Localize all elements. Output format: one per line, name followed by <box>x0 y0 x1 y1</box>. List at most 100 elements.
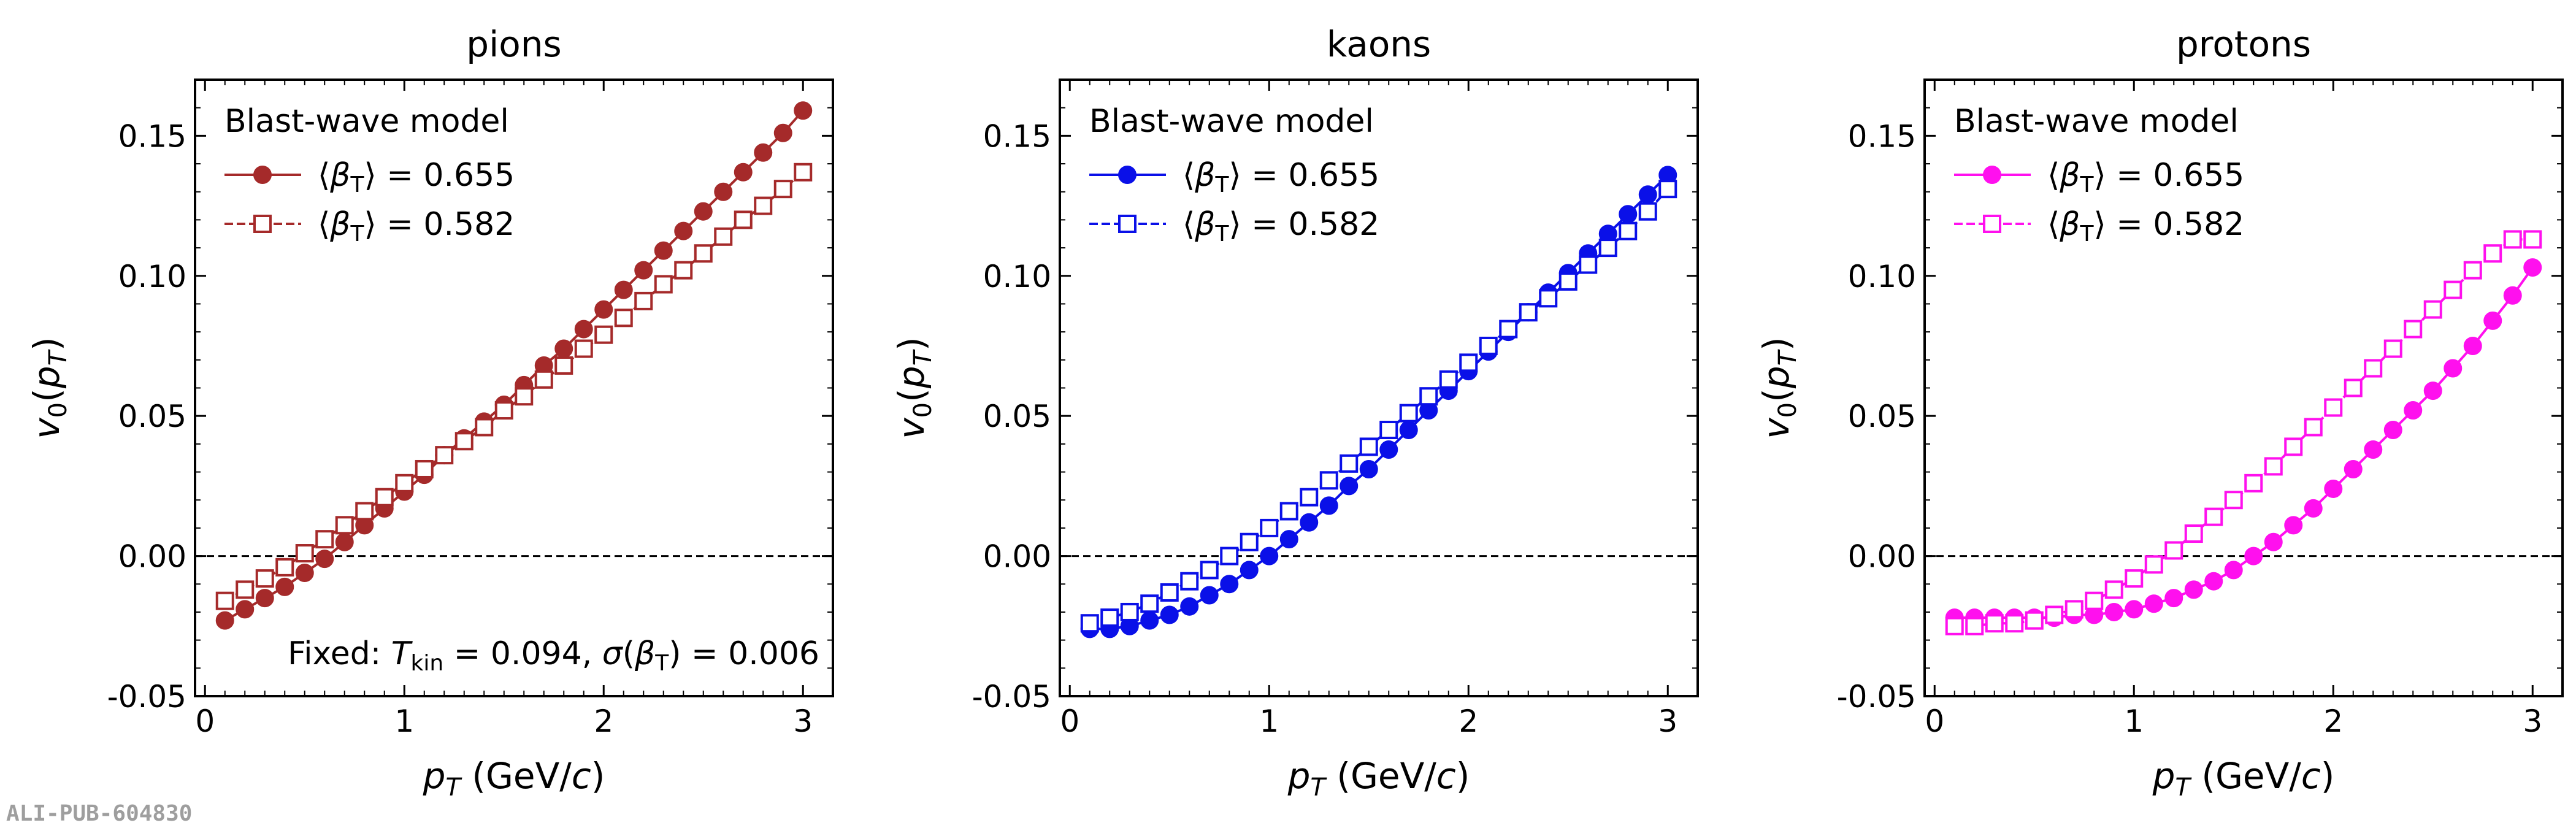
data-point <box>2104 602 2123 621</box>
data-point <box>2404 401 2423 420</box>
data-point <box>654 275 673 294</box>
data-point <box>2503 230 2522 249</box>
y-tick-label: 0.15 <box>983 118 1051 154</box>
data-point <box>1619 205 1638 224</box>
data-point <box>1985 614 2004 633</box>
legend-label: ⟨βT⟩ = 0.582 <box>1183 206 1379 247</box>
series-beta-0582 <box>215 163 813 610</box>
data-point <box>794 101 813 120</box>
data-point <box>773 180 792 199</box>
data-point <box>2264 457 2283 476</box>
data-point <box>2523 230 2542 249</box>
y-axis-label: v0(pT) <box>1755 337 1802 439</box>
data-point <box>594 300 613 319</box>
y-tick-label: 0.05 <box>118 399 186 434</box>
y-tick-label: 0.05 <box>983 399 1051 434</box>
y-tick-label: -0.05 <box>972 679 1051 715</box>
data-point <box>2383 421 2402 440</box>
legend-label: ⟨βT⟩ = 0.655 <box>318 157 515 197</box>
data-point <box>236 580 255 599</box>
data-point <box>1479 336 1498 355</box>
x-tick-label: 0 <box>1925 703 1944 739</box>
data-point <box>614 280 633 299</box>
series-beta-0582 <box>1080 180 1677 633</box>
y-tick-label: -0.05 <box>1837 679 1916 715</box>
data-point <box>1300 488 1319 507</box>
data-point <box>1598 239 1617 258</box>
chart-title: kaons <box>1327 23 1432 65</box>
data-point <box>2085 591 2104 610</box>
data-point <box>754 196 773 215</box>
chart-title: protons <box>2176 23 2311 65</box>
legend-marker <box>1118 166 1137 184</box>
data-point <box>2444 359 2463 378</box>
x-tick-label: 1 <box>1259 703 1279 739</box>
data-point <box>1200 561 1219 580</box>
data-point <box>1240 532 1259 551</box>
y-tick-label: 0.10 <box>1848 259 1916 294</box>
data-point <box>335 516 354 535</box>
data-point <box>2005 614 2024 633</box>
data-point <box>2184 524 2203 543</box>
x-tick-label: 0 <box>1060 703 1079 739</box>
x-tick-label: 2 <box>594 703 613 739</box>
data-point <box>1160 605 1179 624</box>
data-point <box>2184 580 2203 599</box>
legend-entry: ⟨βT⟩ = 0.582 <box>224 206 515 247</box>
data-point <box>574 339 593 358</box>
x-tick-label: 1 <box>2124 703 2144 739</box>
data-point <box>475 418 494 437</box>
data-point <box>215 611 234 630</box>
data-point <box>2324 398 2343 417</box>
data-point <box>694 244 713 263</box>
data-point <box>1220 546 1239 565</box>
y-tick-label: 0.00 <box>983 539 1051 575</box>
data-point <box>1419 387 1438 406</box>
data-point <box>1220 575 1239 594</box>
x-tick-label: 2 <box>2323 703 2343 739</box>
y-tick-label: 0.15 <box>1848 118 1916 154</box>
legend-label: ⟨βT⟩ = 0.655 <box>1183 157 1379 197</box>
data-point <box>2244 546 2263 565</box>
data-point <box>2383 339 2402 358</box>
data-point <box>1619 221 1638 240</box>
legend-marker <box>1118 215 1137 233</box>
data-point <box>714 227 733 246</box>
data-point <box>2224 491 2243 510</box>
data-point <box>2463 336 2482 355</box>
x-axis-label: pT (GeV/c) <box>2152 755 2335 802</box>
y-tick-label: 0.10 <box>983 259 1051 294</box>
data-point <box>1340 454 1359 473</box>
plot-frame <box>194 79 834 697</box>
x-axis-label: pT (GeV/c) <box>1287 755 1470 802</box>
data-point <box>634 291 653 310</box>
data-point <box>435 446 454 465</box>
data-point <box>654 241 673 260</box>
legend-title: Blast-wave model <box>224 103 509 140</box>
data-point <box>494 401 513 420</box>
legend-entry: ⟨βT⟩ = 0.655 <box>1089 157 1379 197</box>
data-point <box>2344 378 2363 397</box>
data-point <box>515 387 534 406</box>
legend-marker <box>253 215 272 233</box>
series-line <box>1089 174 1669 631</box>
legend-label: ⟨βT⟩ = 0.582 <box>2047 206 2244 247</box>
data-point <box>1359 459 1378 478</box>
fixed-parameters-note: Fixed: Tkin = 0.094, σ(βT) = 0.006 <box>288 635 819 676</box>
data-point <box>415 459 434 478</box>
data-point <box>1100 608 1119 627</box>
y-tick-label: 0.00 <box>118 539 186 575</box>
plot-frame <box>1059 79 1699 697</box>
data-point <box>1638 202 1657 221</box>
data-point <box>1945 616 1964 635</box>
data-point <box>554 339 573 358</box>
data-point <box>554 356 573 375</box>
data-point <box>2463 261 2482 280</box>
data-point <box>634 261 653 280</box>
chart-title: pions <box>466 23 561 65</box>
data-point <box>2523 258 2542 277</box>
data-point <box>1300 513 1319 532</box>
data-point <box>1499 320 1518 339</box>
x-axis-label: pT (GeV/c) <box>423 755 605 802</box>
